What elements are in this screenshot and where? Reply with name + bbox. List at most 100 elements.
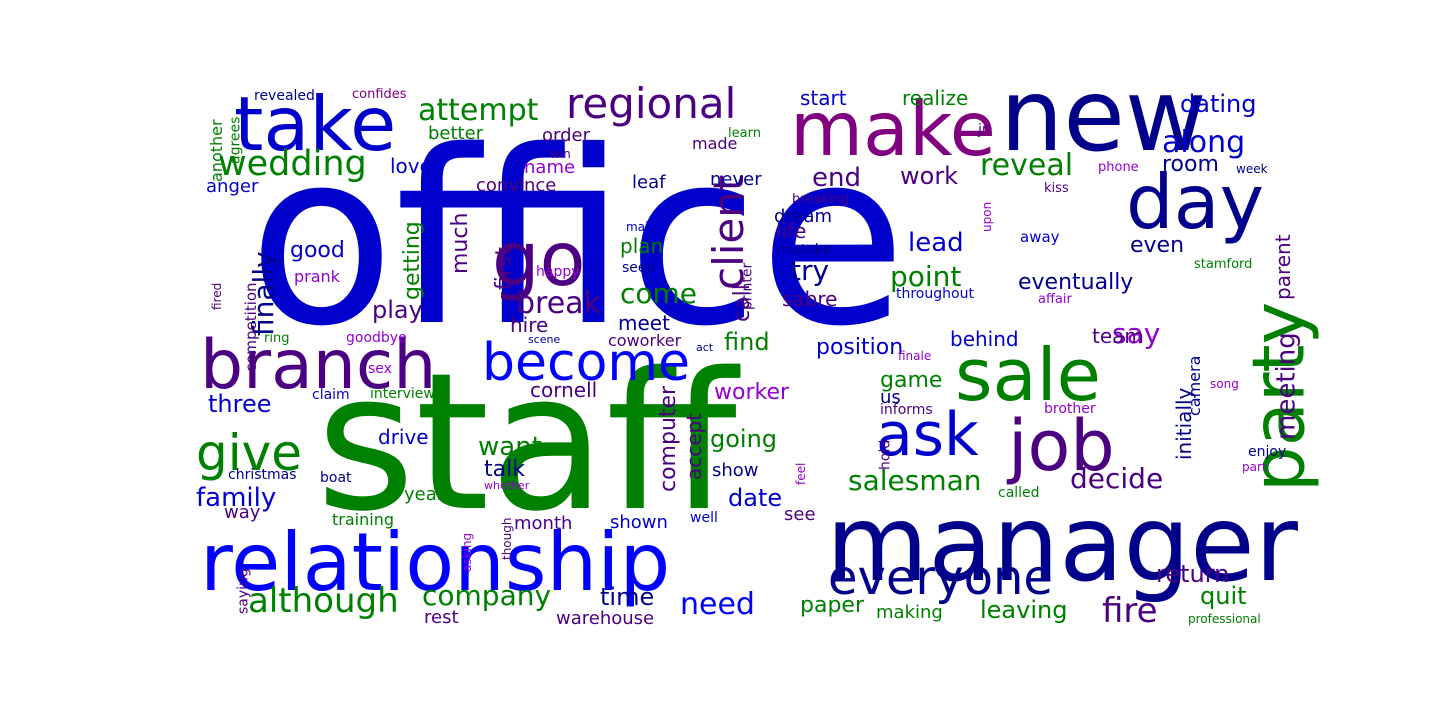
cloud-word-week: week bbox=[1236, 162, 1268, 176]
cloud-word-paper: paper bbox=[800, 593, 865, 618]
cloud-word-become: become bbox=[482, 333, 690, 393]
cloud-word-company: company bbox=[422, 579, 551, 612]
cloud-word-competition: competition bbox=[242, 282, 260, 372]
cloud-word-party: party bbox=[1237, 302, 1321, 492]
cloud-word-throughout: throughout bbox=[896, 286, 974, 302]
cloud-word-enjoy: enjoy bbox=[1248, 444, 1286, 460]
cloud-word-called: called bbox=[998, 485, 1040, 501]
cloud-word-win: win bbox=[550, 147, 571, 161]
cloud-word-phone: phone bbox=[1098, 160, 1139, 175]
cloud-word-position: position bbox=[816, 335, 903, 360]
cloud-word-agrees: agrees bbox=[228, 117, 244, 164]
cloud-word-say: say bbox=[1112, 317, 1160, 350]
cloud-word-team: team bbox=[1092, 324, 1144, 348]
cloud-word-jr: jr bbox=[977, 122, 988, 138]
cloud-word-interview: interview bbox=[370, 386, 435, 402]
cloud-word-part: part bbox=[1242, 460, 1267, 474]
cloud-word-plan: plan bbox=[620, 234, 663, 258]
cloud-word-happy: happy bbox=[536, 264, 580, 280]
cloud-word-prank: prank bbox=[294, 267, 341, 286]
cloud-word-revealed: revealed bbox=[254, 88, 315, 104]
cloud-word-branch: branch bbox=[200, 326, 436, 405]
cloud-word-making: making bbox=[876, 602, 943, 623]
cloud-word-anger: anger bbox=[206, 176, 259, 197]
cloud-word-need: need bbox=[680, 587, 755, 622]
cloud-word-salesman: salesman bbox=[848, 464, 982, 497]
cloud-word-leaving: leaving bbox=[980, 596, 1067, 624]
cloud-word-hire: hire bbox=[510, 313, 548, 337]
cloud-word-coworker: coworker bbox=[608, 331, 682, 350]
cloud-word-client: client bbox=[704, 175, 753, 290]
cloud-word-make: make bbox=[790, 85, 996, 173]
cloud-word-eventually: eventually bbox=[1018, 270, 1133, 295]
cloud-word-training: training bbox=[332, 510, 394, 529]
cloud-word-although: although bbox=[248, 581, 399, 621]
cloud-word-everyone: everyone bbox=[828, 550, 1053, 606]
cloud-word-meeting: meeting bbox=[1271, 332, 1301, 440]
cloud-word-ring: ring bbox=[264, 331, 289, 346]
cloud-word-breaking: breaking bbox=[792, 192, 849, 207]
cloud-word-find: find bbox=[724, 328, 770, 356]
cloud-word-point: point bbox=[890, 260, 961, 293]
cloud-word-cornell: cornell bbox=[530, 378, 597, 402]
cloud-word-good: good bbox=[290, 238, 345, 263]
cloud-word-away: away bbox=[1020, 228, 1060, 246]
cloud-word-see: see bbox=[784, 504, 816, 525]
cloud-word-finale: finale bbox=[898, 349, 931, 363]
cloud-word-better: better bbox=[428, 123, 484, 144]
cloud-word-love: love bbox=[390, 154, 432, 178]
cloud-word-shown: shown bbox=[610, 512, 668, 533]
cloud-word-break: break bbox=[516, 286, 602, 321]
cloud-word-initially: initially bbox=[1172, 387, 1196, 460]
cloud-word-wedding: wedding bbox=[218, 144, 367, 184]
cloud-word-meet: meet bbox=[618, 311, 670, 335]
cloud-word-along: along bbox=[1162, 125, 1245, 160]
cloud-word-boat: boat bbox=[320, 470, 352, 486]
cloud-word-life: life bbox=[776, 219, 806, 243]
cloud-word-relationship: relationship bbox=[200, 516, 670, 609]
cloud-word-work: work bbox=[900, 162, 958, 190]
cloud-word-quit: quit bbox=[1200, 582, 1247, 610]
cloud-word-warehouse: warehouse bbox=[556, 608, 654, 629]
cloud-word-dating: dating bbox=[1180, 90, 1256, 118]
cloud-word-start: start bbox=[800, 86, 847, 110]
cloud-word-way: way bbox=[224, 502, 261, 523]
cloud-word-parent: parent bbox=[1271, 234, 1295, 300]
cloud-word-date: date bbox=[728, 484, 782, 512]
cloud-word-time: time bbox=[600, 583, 654, 611]
cloud-word-reveal: reveal bbox=[980, 148, 1073, 183]
cloud-word-learn: learn bbox=[728, 126, 761, 141]
cloud-word-job: job bbox=[1006, 405, 1115, 487]
cloud-word-drive: drive bbox=[378, 425, 429, 449]
cloud-word-stamford: stamford bbox=[1194, 257, 1252, 272]
cloud-word-staff: staff bbox=[316, 332, 741, 553]
cloud-word-major: major bbox=[626, 220, 661, 234]
cloud-word-much: much bbox=[448, 213, 473, 274]
cloud-word-decide: decide bbox=[1070, 462, 1163, 495]
cloud-word-room: room bbox=[1162, 152, 1219, 177]
cloud-word-end: end bbox=[812, 163, 861, 193]
cloud-word-brother: brother bbox=[1044, 401, 1096, 417]
cloud-word-getting: getting bbox=[400, 221, 425, 300]
cloud-word-computer: computer bbox=[656, 385, 681, 492]
cloud-word-family: family bbox=[196, 483, 276, 513]
cloud-word-game: game bbox=[880, 368, 942, 393]
cloud-word-manager: manager bbox=[826, 483, 1299, 605]
cloud-word-scene: scene bbox=[528, 333, 561, 346]
cloud-word-asking: asking bbox=[460, 533, 474, 572]
cloud-word-new: new bbox=[1000, 57, 1207, 174]
cloud-word-affair: affair bbox=[1038, 292, 1073, 307]
cloud-word-accept: accept bbox=[682, 413, 706, 480]
cloud-word-sabre: sabre bbox=[782, 287, 837, 311]
cloud-word-return: return bbox=[1156, 560, 1229, 588]
cloud-word-us: us bbox=[880, 387, 901, 408]
cloud-word-give: give bbox=[196, 424, 302, 482]
cloud-word-claim: claim bbox=[312, 387, 350, 403]
cloud-word-call: call bbox=[730, 284, 755, 322]
cloud-word-first: first bbox=[492, 247, 517, 290]
cloud-word-saying: saying bbox=[236, 568, 252, 614]
cloud-word-realize: realize bbox=[902, 86, 968, 110]
cloud-word-convince: convince bbox=[476, 175, 556, 196]
cloud-word-finally: finally bbox=[247, 251, 280, 336]
